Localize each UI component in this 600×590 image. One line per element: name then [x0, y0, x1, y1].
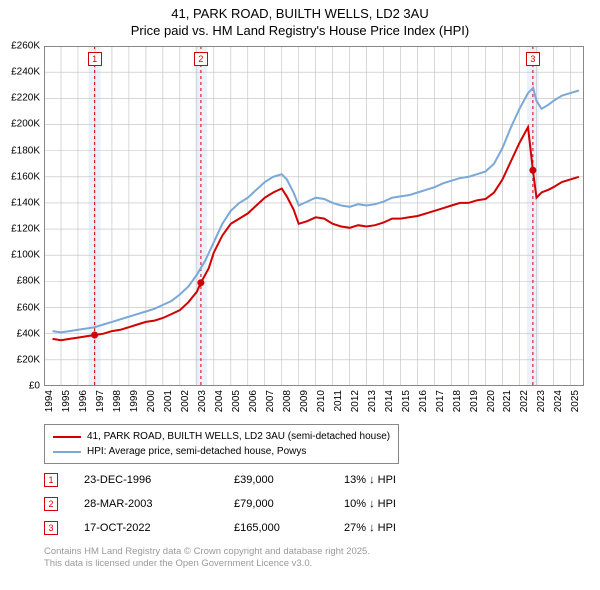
legend-swatch [53, 451, 81, 453]
sale-events-table: 1 23-DEC-1996£39,00013% ↓ HPI 2 28-MAR-2003… [44, 468, 444, 540]
x-tick-label: 1999 [129, 390, 140, 412]
marker-badge: 1 [88, 52, 102, 66]
sale-event-diff: 10% ↓ HPI [344, 498, 444, 510]
sale-event-diff: 27% ↓ HPI [344, 522, 444, 534]
y-tick-label: £200K [11, 119, 40, 130]
x-tick-label: 2002 [180, 390, 191, 412]
x-tick-label: 2004 [214, 390, 225, 412]
y-tick-label: £160K [11, 171, 40, 182]
legend-item: 41, PARK ROAD, BUILTH WELLS, LD2 3AU (se… [53, 429, 390, 444]
x-tick-label: 1997 [95, 390, 106, 412]
legend-swatch [53, 436, 81, 438]
y-tick-label: £40K [17, 328, 40, 339]
x-tick-label: 1996 [78, 390, 89, 412]
sale-event-price: £165,000 [234, 522, 344, 534]
y-tick-label: £180K [11, 145, 40, 156]
x-tick-label: 1998 [112, 390, 123, 412]
footer-attribution: Contains HM Land Registry data © Crown c… [44, 546, 370, 571]
chart-container: 41, PARK ROAD, BUILTH WELLS, LD2 3AU Pri… [0, 0, 600, 590]
marker-badge: 3 [526, 52, 540, 66]
legend: 41, PARK ROAD, BUILTH WELLS, LD2 3AU (se… [44, 424, 399, 464]
x-tick-label: 2006 [248, 390, 259, 412]
y-tick-label: £260K [11, 41, 40, 52]
sale-event-number: 2 [44, 497, 58, 511]
marker-badge: 2 [194, 52, 208, 66]
chart-title: 41, PARK ROAD, BUILTH WELLS, LD2 3AU Pri… [0, 0, 600, 40]
sale-event-date: 28-MAR-2003 [84, 498, 234, 510]
title-line-2: Price paid vs. HM Land Registry's House … [131, 23, 469, 38]
sale-event-price: £79,000 [234, 498, 344, 510]
chart-plot-area: £0£20K£40K£60K£80K£100K£120K£140K£160K£1… [44, 46, 584, 386]
footer-line-2: This data is licensed under the Open Gov… [44, 558, 312, 569]
x-tick-label: 2003 [197, 390, 208, 412]
x-tick-label: 2024 [553, 390, 564, 412]
chart-svg [44, 46, 584, 386]
sale-event-price: £39,000 [234, 474, 344, 486]
x-tick-label: 2022 [519, 390, 530, 412]
y-tick-label: £140K [11, 197, 40, 208]
sale-event-row: 2 28-MAR-2003£79,00010% ↓ HPI [44, 492, 444, 516]
sale-event-number: 3 [44, 521, 58, 535]
x-tick-label: 2012 [350, 390, 361, 412]
y-tick-label: £220K [11, 93, 40, 104]
y-tick-label: £60K [17, 302, 40, 313]
x-tick-label: 2015 [401, 390, 412, 412]
sale-event-date: 23-DEC-1996 [84, 474, 234, 486]
y-tick-label: £240K [11, 67, 40, 78]
x-tick-label: 2014 [384, 390, 395, 412]
x-tick-label: 2008 [282, 390, 293, 412]
footer-line-1: Contains HM Land Registry data © Crown c… [44, 546, 370, 557]
title-line-1: 41, PARK ROAD, BUILTH WELLS, LD2 3AU [171, 6, 428, 21]
sale-event-row: 3 17-OCT-2022£165,00027% ↓ HPI [44, 516, 444, 540]
legend-label: 41, PARK ROAD, BUILTH WELLS, LD2 3AU (se… [87, 429, 390, 444]
x-tick-label: 2021 [502, 390, 513, 412]
legend-label: HPI: Average price, semi-detached house,… [87, 444, 306, 459]
sale-event-row: 1 23-DEC-1996£39,00013% ↓ HPI [44, 468, 444, 492]
x-tick-label: 2010 [316, 390, 327, 412]
x-tick-label: 1995 [61, 390, 72, 412]
x-tick-label: 2023 [536, 390, 547, 412]
y-tick-label: £120K [11, 224, 40, 235]
legend-item: HPI: Average price, semi-detached house,… [53, 444, 390, 459]
x-tick-label: 1994 [44, 390, 55, 412]
x-tick-label: 2016 [418, 390, 429, 412]
x-tick-label: 2025 [570, 390, 581, 412]
sale-event-date: 17-OCT-2022 [84, 522, 234, 534]
sale-event-diff: 13% ↓ HPI [344, 474, 444, 486]
x-tick-label: 2000 [146, 390, 157, 412]
y-tick-label: £100K [11, 250, 40, 261]
sale-event-number: 1 [44, 473, 58, 487]
x-tick-label: 2005 [231, 390, 242, 412]
x-tick-label: 2018 [452, 390, 463, 412]
y-tick-label: £80K [17, 276, 40, 287]
x-tick-label: 2001 [163, 390, 174, 412]
y-tick-label: £0 [29, 381, 40, 392]
x-tick-label: 2011 [333, 390, 344, 412]
y-tick-label: £20K [17, 354, 40, 365]
x-tick-label: 2019 [469, 390, 480, 412]
x-tick-label: 2013 [367, 390, 378, 412]
x-tick-label: 2020 [486, 390, 497, 412]
x-tick-label: 2009 [299, 390, 310, 412]
x-tick-label: 2007 [265, 390, 276, 412]
x-tick-label: 2017 [435, 390, 446, 412]
